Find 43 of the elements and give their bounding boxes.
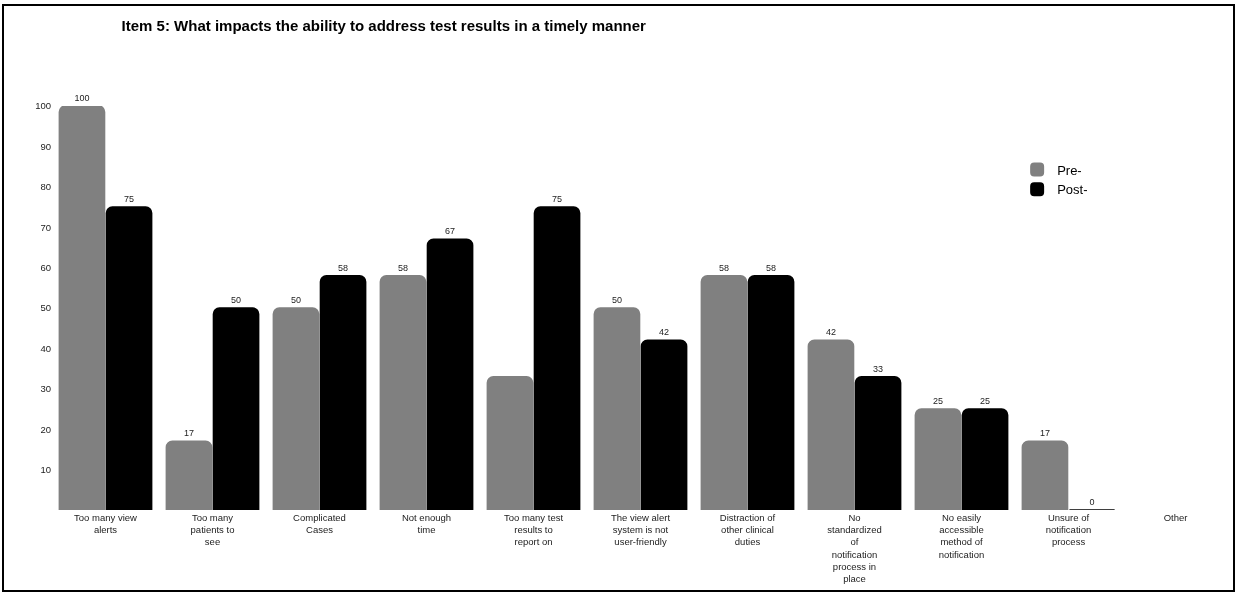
data-label: 58 [397,262,408,273]
data-label: 17 [1039,428,1050,439]
data-label: 25 [932,396,943,406]
data-label: 67 [445,226,456,237]
data-label: 42 [659,327,670,338]
y-tick-label: 60 [40,261,51,273]
legend-label: Post- [1057,182,1088,198]
data-label: 100 [74,93,90,103]
x-tick-label: Other [1163,511,1188,523]
x-tick-label: No easily accessible method of notification [938,511,985,560]
x-tick-label: Too many view alerts [74,511,138,535]
y-tick-label: 30 [40,383,51,395]
data-label: 50 [611,295,622,305]
legend-label: Pre- [1057,162,1082,178]
data-label: 50 [231,295,242,305]
y-tick-label: 10 [40,463,51,475]
y-tick-label: 90 [40,140,51,152]
data-label: 33 [873,363,884,374]
data-label: 58 [338,262,349,273]
y-tick-label: 40 [40,342,51,354]
y-tick-label: 20 [40,423,51,435]
data-label: 0 [1089,497,1095,507]
data-label: 17 [183,428,194,439]
x-tick-label: No standardized of notification process in place [827,511,882,585]
data-label: 75 [124,194,135,204]
x-tick-label: Distraction of other clinical duties [719,511,776,548]
x-tick-label: Complicated Cases [293,511,346,535]
data-label: 58 [766,262,777,273]
y-tick-label: 100 [35,100,51,112]
y-tick-label: 80 [40,181,51,193]
y-tick-label: 50 [40,302,51,314]
x-tick-label: The view alert system is not user-friendly [610,511,671,548]
x-tick-label: Too many patients to see [190,511,235,548]
data-label: 50 [290,295,301,305]
chart-title: Item 5: What impacts the ability to address test results in a timely manner [121,17,647,35]
data-label: 58 [718,262,729,273]
x-tick-label: Too many test results to report on [503,511,564,548]
data-label: 75 [552,194,563,204]
data-label: 25 [980,396,991,406]
x-tick-label: Unsure of notification process [1045,511,1092,548]
data-label: 42 [825,327,836,338]
y-tick-label: 70 [40,221,51,233]
x-tick-label: Not enough time [401,511,452,535]
